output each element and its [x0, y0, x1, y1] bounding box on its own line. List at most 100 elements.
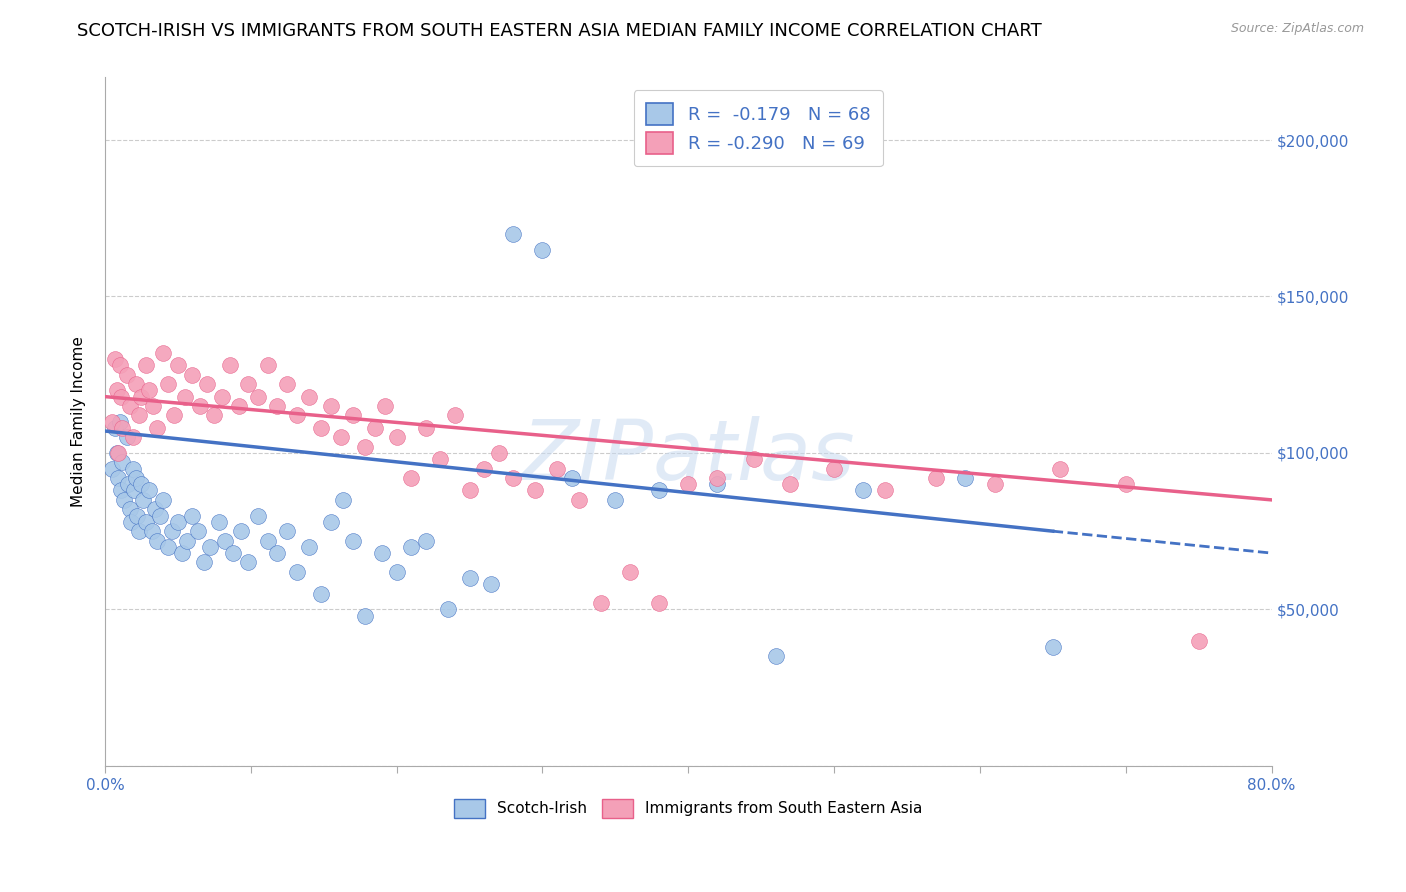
Point	[135, 515, 157, 529]
Point	[121, 430, 143, 444]
Point	[143, 502, 166, 516]
Point	[415, 533, 437, 548]
Point	[619, 565, 641, 579]
Point	[648, 483, 671, 498]
Point	[121, 461, 143, 475]
Point	[353, 608, 375, 623]
Point	[174, 390, 197, 404]
Point	[399, 471, 422, 485]
Point	[568, 492, 591, 507]
Point	[330, 430, 353, 444]
Point	[287, 565, 309, 579]
Point	[181, 368, 204, 382]
Text: SCOTCH-IRISH VS IMMIGRANTS FROM SOUTH EASTERN ASIA MEDIAN FAMILY INCOME CORRELAT: SCOTCH-IRISH VS IMMIGRANTS FROM SOUTH EA…	[77, 22, 1042, 40]
Point	[156, 377, 179, 392]
Point	[149, 508, 172, 523]
Point	[124, 377, 146, 392]
Point	[198, 540, 221, 554]
Point	[678, 477, 700, 491]
Point	[187, 524, 209, 538]
Point	[105, 446, 128, 460]
Point	[167, 515, 190, 529]
Point	[852, 483, 875, 498]
Point	[128, 524, 150, 538]
Y-axis label: Median Family Income: Median Family Income	[72, 336, 86, 507]
Point	[319, 399, 342, 413]
Point	[309, 587, 332, 601]
Point	[436, 602, 458, 616]
Point	[1042, 640, 1064, 654]
Point	[458, 483, 481, 498]
Point	[202, 409, 225, 423]
Point	[107, 446, 129, 460]
Text: ZIPatlas: ZIPatlas	[522, 416, 855, 497]
Point	[108, 359, 131, 373]
Point	[228, 399, 250, 413]
Point	[105, 384, 128, 398]
Point	[1188, 633, 1211, 648]
Point	[875, 483, 897, 498]
Point	[247, 508, 270, 523]
Point	[524, 483, 547, 498]
Point	[142, 399, 165, 413]
Point	[131, 390, 153, 404]
Point	[214, 533, 236, 548]
Point	[298, 540, 321, 554]
Point	[342, 409, 364, 423]
Point	[118, 502, 141, 516]
Point	[706, 477, 728, 491]
Point	[152, 346, 174, 360]
Point	[107, 471, 129, 485]
Point	[1115, 477, 1137, 491]
Point	[117, 477, 139, 491]
Point	[648, 596, 671, 610]
Text: Source: ZipAtlas.com: Source: ZipAtlas.com	[1230, 22, 1364, 36]
Point	[742, 452, 765, 467]
Point	[309, 421, 332, 435]
Point	[502, 471, 524, 485]
Point	[112, 492, 135, 507]
Point	[385, 565, 408, 579]
Point	[110, 390, 132, 404]
Point	[124, 471, 146, 485]
Point	[229, 524, 252, 538]
Point	[332, 492, 354, 507]
Point	[195, 377, 218, 392]
Point	[374, 399, 396, 413]
Point	[162, 409, 184, 423]
Point	[146, 421, 169, 435]
Point	[502, 227, 524, 241]
Point	[1049, 461, 1071, 475]
Point	[160, 524, 183, 538]
Point	[108, 415, 131, 429]
Point	[298, 390, 321, 404]
Point	[415, 421, 437, 435]
Point	[167, 359, 190, 373]
Point	[276, 524, 298, 538]
Point	[122, 483, 145, 498]
Point	[181, 508, 204, 523]
Point	[706, 471, 728, 485]
Point	[287, 409, 309, 423]
Point	[146, 533, 169, 548]
Point	[276, 377, 298, 392]
Point	[546, 461, 568, 475]
Point	[132, 492, 155, 507]
Point	[131, 477, 153, 491]
Point	[371, 546, 394, 560]
Point	[481, 577, 503, 591]
Point	[531, 243, 554, 257]
Point	[172, 546, 194, 560]
Point	[138, 483, 160, 498]
Point	[219, 359, 242, 373]
Point	[266, 399, 288, 413]
Point	[399, 540, 422, 554]
Point	[111, 421, 134, 435]
Point	[236, 377, 259, 392]
Point	[110, 483, 132, 498]
Point	[589, 596, 612, 610]
Point	[135, 359, 157, 373]
Point	[364, 421, 387, 435]
Point	[115, 368, 138, 382]
Point	[319, 515, 342, 529]
